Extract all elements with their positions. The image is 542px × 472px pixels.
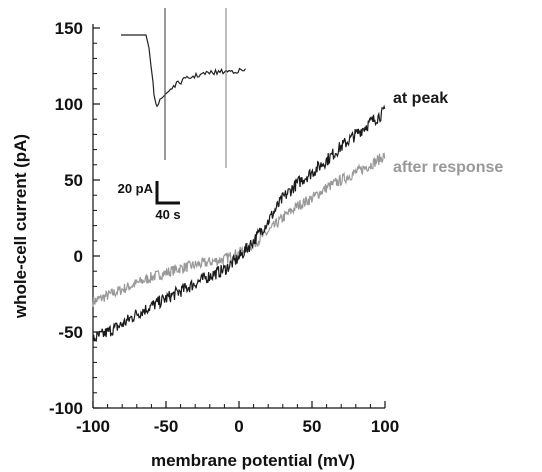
scale-bar-x-label: 40 s [155,207,180,222]
series-line-after-response [92,152,386,308]
y-tick-label: 100 [55,95,83,114]
series-layer [92,104,386,342]
inset-trace [121,8,246,205]
y-tick-label: 150 [55,19,83,38]
y-axis-label: whole-cell current (pA) [11,134,30,319]
y-tick-label: 0 [74,247,83,266]
x-tick-label: 50 [303,417,322,436]
x-tick-label: -50 [154,417,179,436]
x-axis-label: membrane potential (mV) [151,451,355,470]
x-tick-label: 100 [371,417,399,436]
series-label-at-peak: at peak [393,90,448,107]
scale-bar-y-label: 20 pA [118,181,154,196]
axes [92,24,386,409]
y-tick-label: 50 [64,171,83,190]
series-label-after-response: after response [393,159,503,176]
y-tick-label: -50 [58,323,83,342]
inset-current-trace [121,34,246,108]
inset-scale-bar [155,181,180,205]
x-tick-label: 0 [234,417,243,436]
labels: -100 -50 0 50 100 -100 -50 0 50 100 150 membrane po… [11,19,503,470]
series-line-at-peak [92,104,386,342]
x-tick-label: -100 [76,417,110,436]
y-tick-label: -100 [49,399,83,418]
